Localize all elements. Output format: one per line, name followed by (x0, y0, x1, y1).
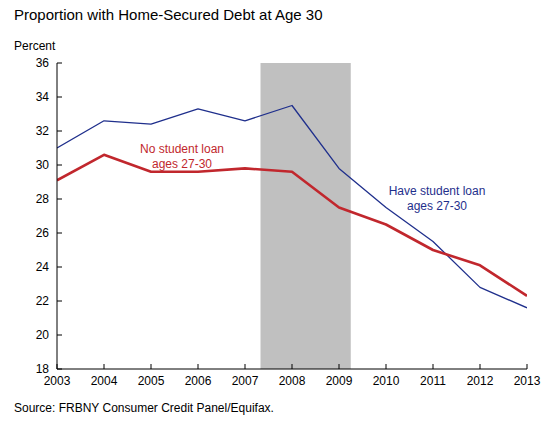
y-tick-label: 28 (36, 192, 50, 206)
x-tick-label: 2010 (373, 374, 400, 388)
x-tick-label: 2008 (279, 374, 306, 388)
y-tick (57, 63, 62, 64)
y-tick-label: 30 (36, 158, 50, 172)
series-line (57, 106, 527, 308)
y-tick-label: 36 (36, 56, 50, 70)
y-tick-label: 22 (36, 294, 50, 308)
series-annotation: ages 27-30 (407, 199, 467, 213)
y-tick-label: 26 (36, 226, 50, 240)
x-tick-label: 2012 (467, 374, 494, 388)
source: Source: FRBNY Consumer Credit Panel/Equi… (14, 401, 274, 415)
x-tick (292, 364, 293, 369)
y-axis-label: Percent (14, 39, 56, 53)
y-tick-label: 24 (36, 260, 50, 274)
x-tick (104, 364, 105, 369)
x-tick (151, 364, 152, 369)
series-annotation: ages 27-30 (152, 157, 212, 171)
y-tick (57, 199, 62, 200)
x-tick (527, 364, 528, 369)
y-tick (57, 233, 62, 234)
x-tick (339, 364, 340, 369)
x-tick-label: 2011 (420, 374, 446, 388)
x-tick-label: 2003 (44, 374, 71, 388)
y-tick (57, 165, 62, 166)
series-line (57, 155, 527, 296)
y-tick-label: 34 (36, 90, 50, 104)
series-label: Have student loan (389, 184, 486, 198)
x-tick-label: 2005 (138, 374, 165, 388)
x-tick-label: 2004 (91, 374, 118, 388)
x-tick-label: 2009 (326, 374, 353, 388)
plot-area (57, 63, 527, 369)
y-tick (57, 131, 62, 132)
y-tick (57, 335, 62, 336)
y-tick-label: 20 (36, 328, 50, 342)
y-tick (57, 369, 62, 370)
x-tick (57, 364, 58, 369)
x-tick-label: 2013 (514, 374, 541, 388)
y-tick (57, 267, 62, 268)
chart: Proportion with Home-Secured Debt at Age… (0, 0, 549, 429)
x-tick-label: 2006 (185, 374, 212, 388)
series-label: No student loan (140, 142, 224, 156)
x-tick (480, 364, 481, 369)
recession-shade (261, 63, 351, 369)
title: Proportion with Home-Secured Debt at Age… (14, 6, 323, 23)
y-axis (57, 63, 58, 369)
y-tick-label: 32 (36, 124, 50, 138)
x-tick-label: 2007 (232, 374, 259, 388)
y-tick (57, 301, 62, 302)
y-tick (57, 97, 62, 98)
x-tick (433, 364, 434, 369)
x-tick (198, 364, 199, 369)
x-tick (386, 364, 387, 369)
x-tick (245, 364, 246, 369)
